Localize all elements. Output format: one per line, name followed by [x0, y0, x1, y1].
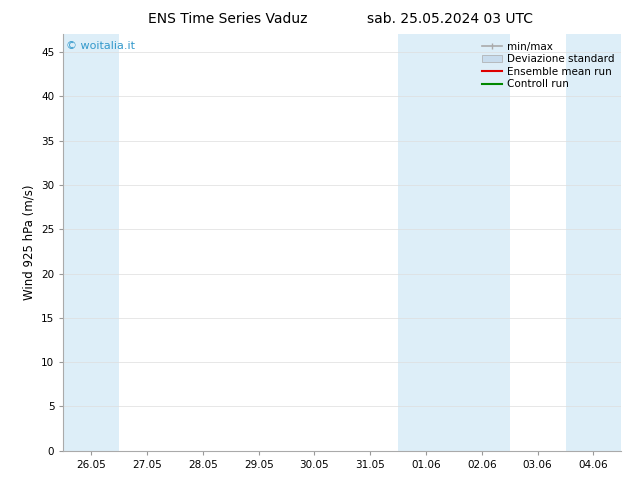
Y-axis label: Wind 925 hPa (m/s): Wind 925 hPa (m/s) — [23, 185, 36, 300]
Bar — [398, 34, 454, 451]
Text: sab. 25.05.2024 03 UTC: sab. 25.05.2024 03 UTC — [367, 12, 533, 26]
Bar — [63, 34, 119, 451]
Bar — [454, 34, 510, 451]
Bar — [566, 34, 621, 451]
Text: ENS Time Series Vaduz: ENS Time Series Vaduz — [148, 12, 308, 26]
Legend: min/max, Deviazione standard, Ensemble mean run, Controll run: min/max, Deviazione standard, Ensemble m… — [479, 40, 616, 92]
Text: © woitalia.it: © woitalia.it — [66, 41, 135, 50]
